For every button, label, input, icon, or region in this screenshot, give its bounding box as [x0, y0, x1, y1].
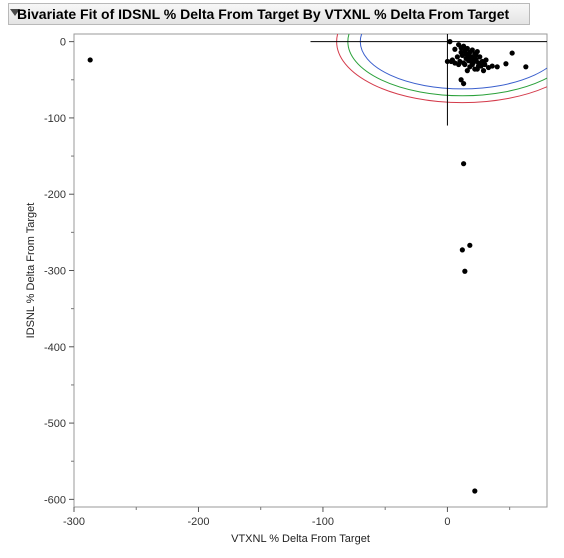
x-tick-label: -300 [63, 516, 85, 528]
y-tick-label: -600 [44, 494, 66, 506]
y-tick-label: -100 [44, 113, 66, 125]
data-point [523, 64, 529, 70]
x-tick-label: -100 [312, 516, 334, 528]
data-point [448, 58, 454, 65]
y-tick-label: -400 [44, 342, 66, 354]
data-point [472, 488, 478, 494]
data-point [459, 247, 465, 253]
x-axis-title: VTXNL % Delta From Target [231, 533, 370, 545]
y-axis-title: IDSNL % Delta From Target [25, 203, 37, 339]
data-point [465, 54, 472, 60]
data-point [456, 61, 462, 68]
y-tick-label: -200 [44, 189, 66, 201]
data-point [474, 66, 480, 72]
y-tick-label: -500 [44, 418, 66, 430]
report-title-bar[interactable]: Bivariate Fit of IDSNL % Delta From Targ… [8, 3, 530, 25]
reference-lines [310, 34, 547, 126]
data-point [473, 52, 479, 58]
x-tick-label: 0 [444, 516, 450, 528]
data-point [461, 80, 467, 87]
data-point [480, 68, 487, 74]
collapse-triangle-icon[interactable] [10, 9, 20, 16]
x-axis: -300 -200 -100 0 [63, 507, 511, 528]
data-point [494, 64, 500, 70]
data-point [462, 268, 468, 274]
data-point [489, 63, 495, 69]
data-point [454, 54, 460, 60]
y-tick-label: -300 [44, 266, 66, 278]
data-point [483, 57, 489, 63]
data-point [447, 39, 453, 45]
data-point [503, 61, 509, 67]
report-title: Bivariate Fit of IDSNL % Delta From Targ… [17, 6, 510, 22]
data-point [461, 43, 467, 49]
data-point [458, 77, 464, 83]
data-point [458, 49, 464, 55]
data-point [461, 60, 467, 66]
data-point [464, 45, 470, 52]
scatter-points [87, 39, 529, 494]
y-tick-label: 0 [60, 37, 66, 49]
data-point [467, 242, 473, 248]
data-point [469, 47, 475, 53]
data-point [509, 50, 515, 56]
data-point [87, 57, 93, 63]
plot-frame [73, 33, 548, 508]
data-point [461, 161, 467, 167]
data-point [444, 58, 451, 65]
x-tick-label: -200 [187, 516, 209, 528]
y-axis: 0 -100 -200 -300 -400 -500 -600 [44, 37, 74, 506]
data-point [464, 68, 470, 74]
data-point [482, 61, 488, 68]
data-point [452, 46, 458, 52]
